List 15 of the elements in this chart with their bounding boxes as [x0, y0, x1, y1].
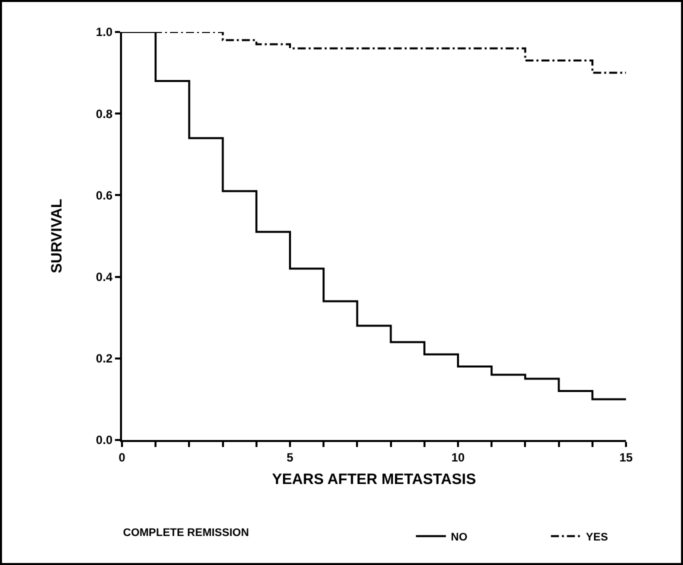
x-tick-label: 10 [451, 450, 465, 464]
y-tick-label: 1.0 [96, 25, 113, 40]
x-tick-label: 15 [619, 450, 633, 464]
legend-label: NO [450, 531, 468, 544]
y-tick-label: 0.0 [96, 433, 113, 448]
y-tick-label: 0.2 [96, 352, 113, 366]
y-tick-label: 0.8 [96, 106, 113, 121]
x-axis-title: YEARS AFTER METASTASIS [272, 470, 476, 488]
y-tick-label: 0.6 [96, 188, 113, 202]
x-tick-label: 0 [118, 450, 126, 464]
y-axis-title: SURVIVAL [48, 198, 66, 274]
legend-title: COMPLETE REMISSION [123, 526, 403, 539]
y-tick-label: 0.4 [96, 270, 113, 284]
x-tick-label: 5 [286, 450, 294, 464]
legend-label: YES [586, 531, 608, 544]
